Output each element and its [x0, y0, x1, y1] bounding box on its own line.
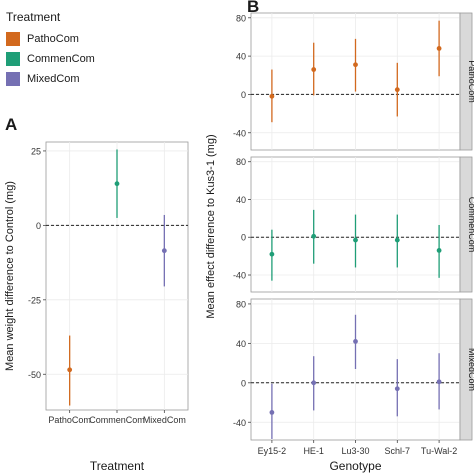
panel-b-xaxis-label: Genotype [329, 459, 381, 473]
panel-a-point-commencom [114, 181, 120, 187]
panel-a-point-mixedcom [161, 248, 167, 254]
panel-b-ytick-label: -40 [233, 418, 246, 428]
legend-label-pathocom: PathoCom [27, 33, 79, 45]
panel-b-ytick-label: 40 [236, 339, 246, 349]
panel-b-ytick-label: 80 [236, 299, 246, 309]
panel-b-point-pathocom-he-1 [311, 67, 317, 72]
panel-b-point-mixedcom-tu-wal-2 [436, 379, 442, 385]
panel-a-ytick-label: -25 [28, 295, 41, 305]
panel-b-strip-label-mixedcom: MixedCom [467, 348, 474, 391]
panel-b-ytick-label: -40 [233, 271, 246, 281]
panel-a-yaxis-label: Mean weight difference to Control (mg) [4, 181, 16, 371]
panel-b-point-commencom-ey15-2 [269, 251, 275, 257]
legend-swatch-commencom [6, 52, 20, 66]
panel-b-point-pathocom-schl-7 [394, 87, 400, 93]
panel-b-ytick-label: 0 [241, 378, 246, 388]
legend-title: Treatment [6, 10, 61, 24]
panel-b-point-mixedcom-lu3-30 [353, 338, 358, 344]
panel-b-strip-label-pathocom: PathoCom [467, 60, 474, 103]
panel-b-xtick-label-tu-wal-2: Tu-Wal-2 [421, 446, 457, 456]
panel-a-ytick-label: -50 [28, 370, 41, 380]
legend-label-mixedcom: MixedCom [27, 73, 80, 85]
panel-b-point-pathocom-tu-wal-2 [436, 46, 442, 51]
panel-b-point-pathocom-lu3-30 [353, 62, 358, 68]
panel-a-xaxis-label: Treatment [90, 459, 145, 473]
panel-b-ytick-label: 0 [241, 90, 246, 100]
panel-b-ytick-label: 40 [236, 195, 246, 205]
panel-label-b: B [247, 0, 260, 16]
panel-b-strip-mixedcom [459, 298, 473, 441]
panel-label-a: A [5, 115, 18, 134]
legend-swatch-pathocom [6, 32, 20, 46]
panel-b-point-mixedcom-he-1 [311, 380, 317, 386]
panel-b-strip-commencom [459, 156, 473, 293]
panel-b-xtick-label-schl-7: Schl-7 [385, 446, 411, 456]
panel-a-xtick-label-pathocom: PathoCom [48, 415, 91, 425]
panel-a-xtick-label-mixedcom: MixedCom [143, 415, 186, 425]
panel-b-point-mixedcom-schl-7 [394, 386, 400, 392]
legend-label-commencom: CommenCom [27, 53, 95, 65]
panel-a-ytick-label: 25 [31, 146, 41, 156]
legend-item-commencom: CommenCom [6, 50, 95, 68]
panel-b-xtick-label-he-1: HE-1 [303, 446, 324, 456]
panel-a-point-pathocom [67, 367, 73, 373]
legend-item-pathocom: PathoCom [6, 30, 79, 48]
panel-b-xtick-label-ey15-2: Ey15-2 [258, 446, 287, 456]
legend-swatch-mixedcom [6, 72, 20, 86]
panel-b-point-commencom-schl-7 [394, 237, 400, 243]
panel-b-strip-label-commencom: CommenCom [467, 197, 474, 253]
panel-b-strip-pathocom [459, 12, 473, 151]
panel-b-point-commencom-lu3-30 [353, 237, 358, 243]
panel-b-xtick-label-lu3-30: Lu3-30 [341, 446, 369, 456]
panel-b-ytick-label: -40 [233, 128, 246, 138]
panel-b-yaxis-label: Mean effect difference to Kus3-1 (mg) [205, 134, 217, 318]
panel-b-point-pathocom-ey15-2 [269, 93, 275, 99]
panel-b-ytick-label: 80 [236, 13, 246, 23]
panel-b-ytick-label: 80 [236, 157, 246, 167]
panel-b-point-commencom-tu-wal-2 [436, 248, 442, 253]
panel-a-xtick-label-commencom: CommenCom [89, 415, 145, 425]
panel-b-ytick-label: 40 [236, 52, 246, 62]
panel-b-point-mixedcom-ey15-2 [269, 409, 275, 415]
panel-a-ytick-label: 0 [36, 221, 41, 231]
panel-b-point-commencom-he-1 [311, 233, 317, 239]
panel-b-ytick-label: 0 [241, 233, 246, 243]
legend-item-mixedcom: MixedCom [6, 70, 80, 88]
